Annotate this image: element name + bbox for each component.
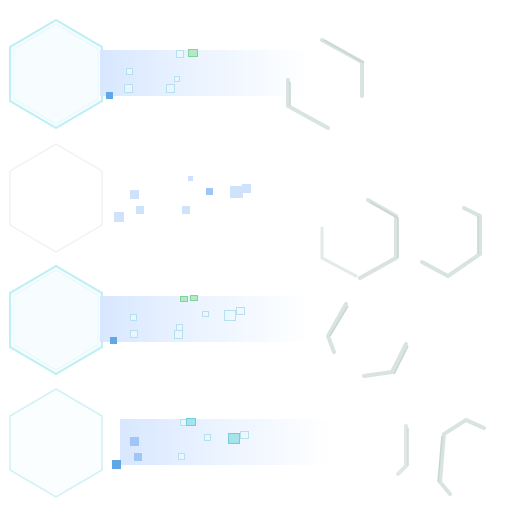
hexagon-icon: [9, 264, 103, 376]
pixel-square: [124, 84, 133, 93]
pixel-square: [202, 311, 209, 317]
pixel-square: [106, 92, 113, 99]
hexagon-icon: [9, 143, 103, 253]
pixel-square: [228, 433, 240, 444]
pixel-square: [130, 330, 138, 338]
pixel-square: [110, 337, 117, 344]
hexagon-outline-icon: [420, 206, 482, 279]
pixel-square: [188, 49, 198, 57]
pixel-square: [224, 310, 236, 321]
hex-row-3: [0, 260, 512, 384]
pixel-square: [204, 434, 211, 441]
pixel-square: [180, 296, 188, 302]
pixel-square: [130, 314, 137, 321]
pixel-square: [178, 453, 185, 460]
hex-row-1: [0, 14, 512, 138]
pixel-square: [130, 437, 139, 446]
glow-band: [120, 419, 330, 465]
hex-row-4: [0, 383, 512, 507]
hexagon-outline-icon: [320, 198, 399, 280]
pixel-square: [126, 68, 133, 75]
pixel-square: [182, 206, 190, 214]
pixel-square: [186, 418, 196, 426]
hexagon-outline-icon: [286, 38, 365, 130]
pixel-square: [230, 186, 243, 198]
glow-band: [100, 50, 310, 96]
hexagon-outline-icon: [325, 302, 409, 378]
pixel-square: [240, 431, 249, 439]
hexagon-icon: [9, 388, 103, 498]
pixel-square: [174, 76, 180, 82]
pixel-square: [236, 307, 245, 315]
pixel-square: [114, 212, 124, 222]
hexagon-icon: [9, 18, 103, 130]
pixel-square: [112, 460, 121, 469]
hex-row-2: [0, 138, 512, 262]
pixel-square: [188, 176, 193, 181]
pixel-square: [190, 295, 198, 301]
pixel-square: [130, 190, 139, 199]
pixel-square: [206, 188, 213, 195]
pixel-square: [176, 50, 184, 58]
pixel-square: [242, 184, 251, 193]
pixel-square: [136, 206, 144, 214]
pixel-square: [166, 84, 175, 93]
pixel-square: [174, 330, 183, 339]
pixel-square: [134, 453, 142, 461]
hexagon-outline-icon: [396, 417, 486, 496]
